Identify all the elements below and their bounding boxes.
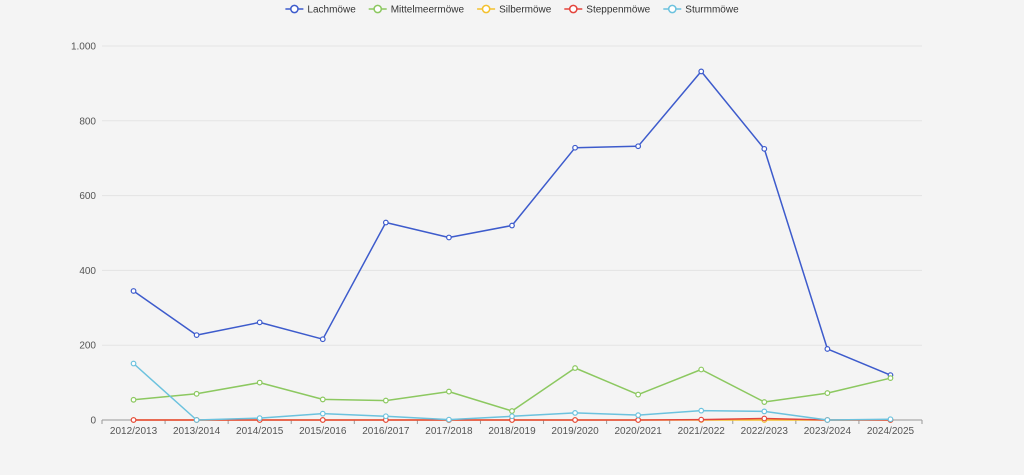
- data-point-steppenmoewe: [761, 415, 768, 422]
- data-point-sturmmoewe: [193, 417, 200, 423]
- plot-area: [130, 68, 894, 423]
- x-tick-label: 2013/2014: [173, 426, 221, 437]
- data-point-sturmmoewe: [382, 413, 389, 420]
- data-point-mittelmeermoewe: [824, 390, 831, 396]
- y-tick-label: 400: [79, 266, 96, 277]
- legend-marker: [568, 4, 578, 14]
- y-tick-label: 200: [79, 341, 96, 352]
- data-point-mittelmeermoewe: [698, 366, 705, 373]
- series-mittelmeermoewe: [130, 365, 894, 414]
- y-tick-label: 800: [79, 116, 96, 127]
- data-point-steppenmoewe: [698, 416, 705, 423]
- data-point-mittelmeermoewe: [256, 379, 263, 386]
- data-point-mittelmeermoewe: [446, 388, 452, 395]
- legend: Lachmöwe Mittelmeermöwe Silbermöwe Steppenm…: [285, 5, 739, 16]
- series-line-mittelmeermoewe: [133, 367, 891, 412]
- x-tick-label: 2012/2013: [110, 426, 158, 437]
- data-point-steppenmoewe: [130, 417, 137, 423]
- data-point-sturmmoewe: [887, 416, 894, 423]
- x-tick-label: 2022/2023: [741, 426, 789, 437]
- x-tick-label: 2016/2017: [362, 426, 410, 437]
- legend-item-silbermoewe[interactable]: Silbermöwe: [477, 5, 552, 16]
- data-point-mittelmeermoewe: [319, 396, 326, 403]
- data-point-lachmoewe: [446, 234, 452, 241]
- data-point-steppenmoewe: [572, 417, 578, 423]
- data-point-mittelmeermoewe: [635, 391, 642, 398]
- data-point-sturmmoewe: [635, 412, 642, 419]
- x-tick-label: 2023/2024: [804, 426, 852, 437]
- legend-item-steppenmoewe[interactable]: Steppenmöwe: [564, 4, 651, 16]
- data-point-sturmmoewe: [130, 360, 137, 367]
- grid-lines: [102, 45, 922, 346]
- data-point-lachmoewe: [698, 68, 705, 75]
- data-point-lachmoewe: [509, 222, 515, 229]
- legend-item-sturmmoewe[interactable]: Sturmmöwe: [663, 5, 739, 16]
- data-point-lachmoewe: [130, 288, 137, 294]
- data-point-lachmoewe: [824, 346, 831, 352]
- series-lachmoewe: [130, 68, 894, 379]
- data-point-sturmmoewe: [698, 407, 705, 414]
- x-tick-label: 2015/2016: [299, 426, 347, 437]
- x-tick-label: 2020/2021: [615, 426, 663, 437]
- data-point-lachmoewe: [193, 332, 200, 339]
- legend-label: Steppenmöwe: [586, 5, 650, 16]
- y-axis: 0 200 400 600 800 1.000: [71, 42, 96, 427]
- legend-marker: [373, 4, 383, 14]
- y-tick-label: 1.000: [71, 42, 96, 53]
- data-point-mittelmeermoewe: [193, 390, 200, 397]
- data-point-sturmmoewe: [446, 416, 452, 423]
- x-tick-label: 2017/2018: [425, 426, 473, 437]
- data-point-lachmoewe: [761, 145, 768, 152]
- legend-label: Mittelmeermöwe: [391, 5, 465, 16]
- data-point-lachmoewe: [635, 143, 642, 150]
- data-point-steppenmoewe: [319, 417, 326, 423]
- legend-marker: [290, 4, 299, 14]
- data-point-mittelmeermoewe: [761, 399, 768, 405]
- data-point-mittelmeermoewe: [572, 365, 578, 371]
- x-tick-label: 2019/2020: [551, 426, 599, 437]
- data-point-sturmmoewe: [824, 417, 831, 423]
- data-point-mittelmeermoewe: [130, 396, 137, 403]
- data-point-sturmmoewe: [256, 415, 263, 422]
- series-sturmmoewe: [130, 360, 894, 423]
- data-point-mittelmeermoewe: [887, 375, 894, 382]
- data-point-lachmoewe: [382, 219, 389, 226]
- data-point-sturmmoewe: [319, 410, 326, 417]
- x-tick-label: 2024/2025: [867, 426, 915, 437]
- data-point-mittelmeermoewe: [382, 397, 389, 404]
- x-tick-label: 2021/2022: [678, 426, 726, 437]
- data-point-sturmmoewe: [761, 408, 768, 415]
- data-point-lachmoewe: [256, 319, 263, 326]
- data-point-sturmmoewe: [572, 409, 578, 416]
- x-tick-label: 2018/2019: [488, 426, 536, 437]
- x-tick-label: 2014/2015: [236, 426, 284, 437]
- legend-item-mittelmeermoewe[interactable]: Mittelmeermöwe: [368, 4, 465, 16]
- legend-label: Silbermöwe: [499, 5, 552, 16]
- y-tick-label: 600: [79, 191, 96, 202]
- data-point-lachmoewe: [572, 144, 578, 151]
- y-tick-label: 0: [90, 416, 96, 427]
- legend-label: Sturmmöwe: [685, 5, 739, 16]
- legend-item-lachmoewe[interactable]: Lachmöwe: [285, 5, 356, 16]
- legend-label: Lachmöwe: [307, 5, 356, 16]
- data-point-lachmoewe: [319, 336, 326, 343]
- data-point-sturmmoewe: [509, 413, 515, 420]
- data-point-steppenmoewe: [635, 417, 642, 423]
- legend-marker: [481, 4, 491, 14]
- data-point-mittelmeermoewe: [509, 408, 515, 414]
- legend-marker: [667, 4, 677, 14]
